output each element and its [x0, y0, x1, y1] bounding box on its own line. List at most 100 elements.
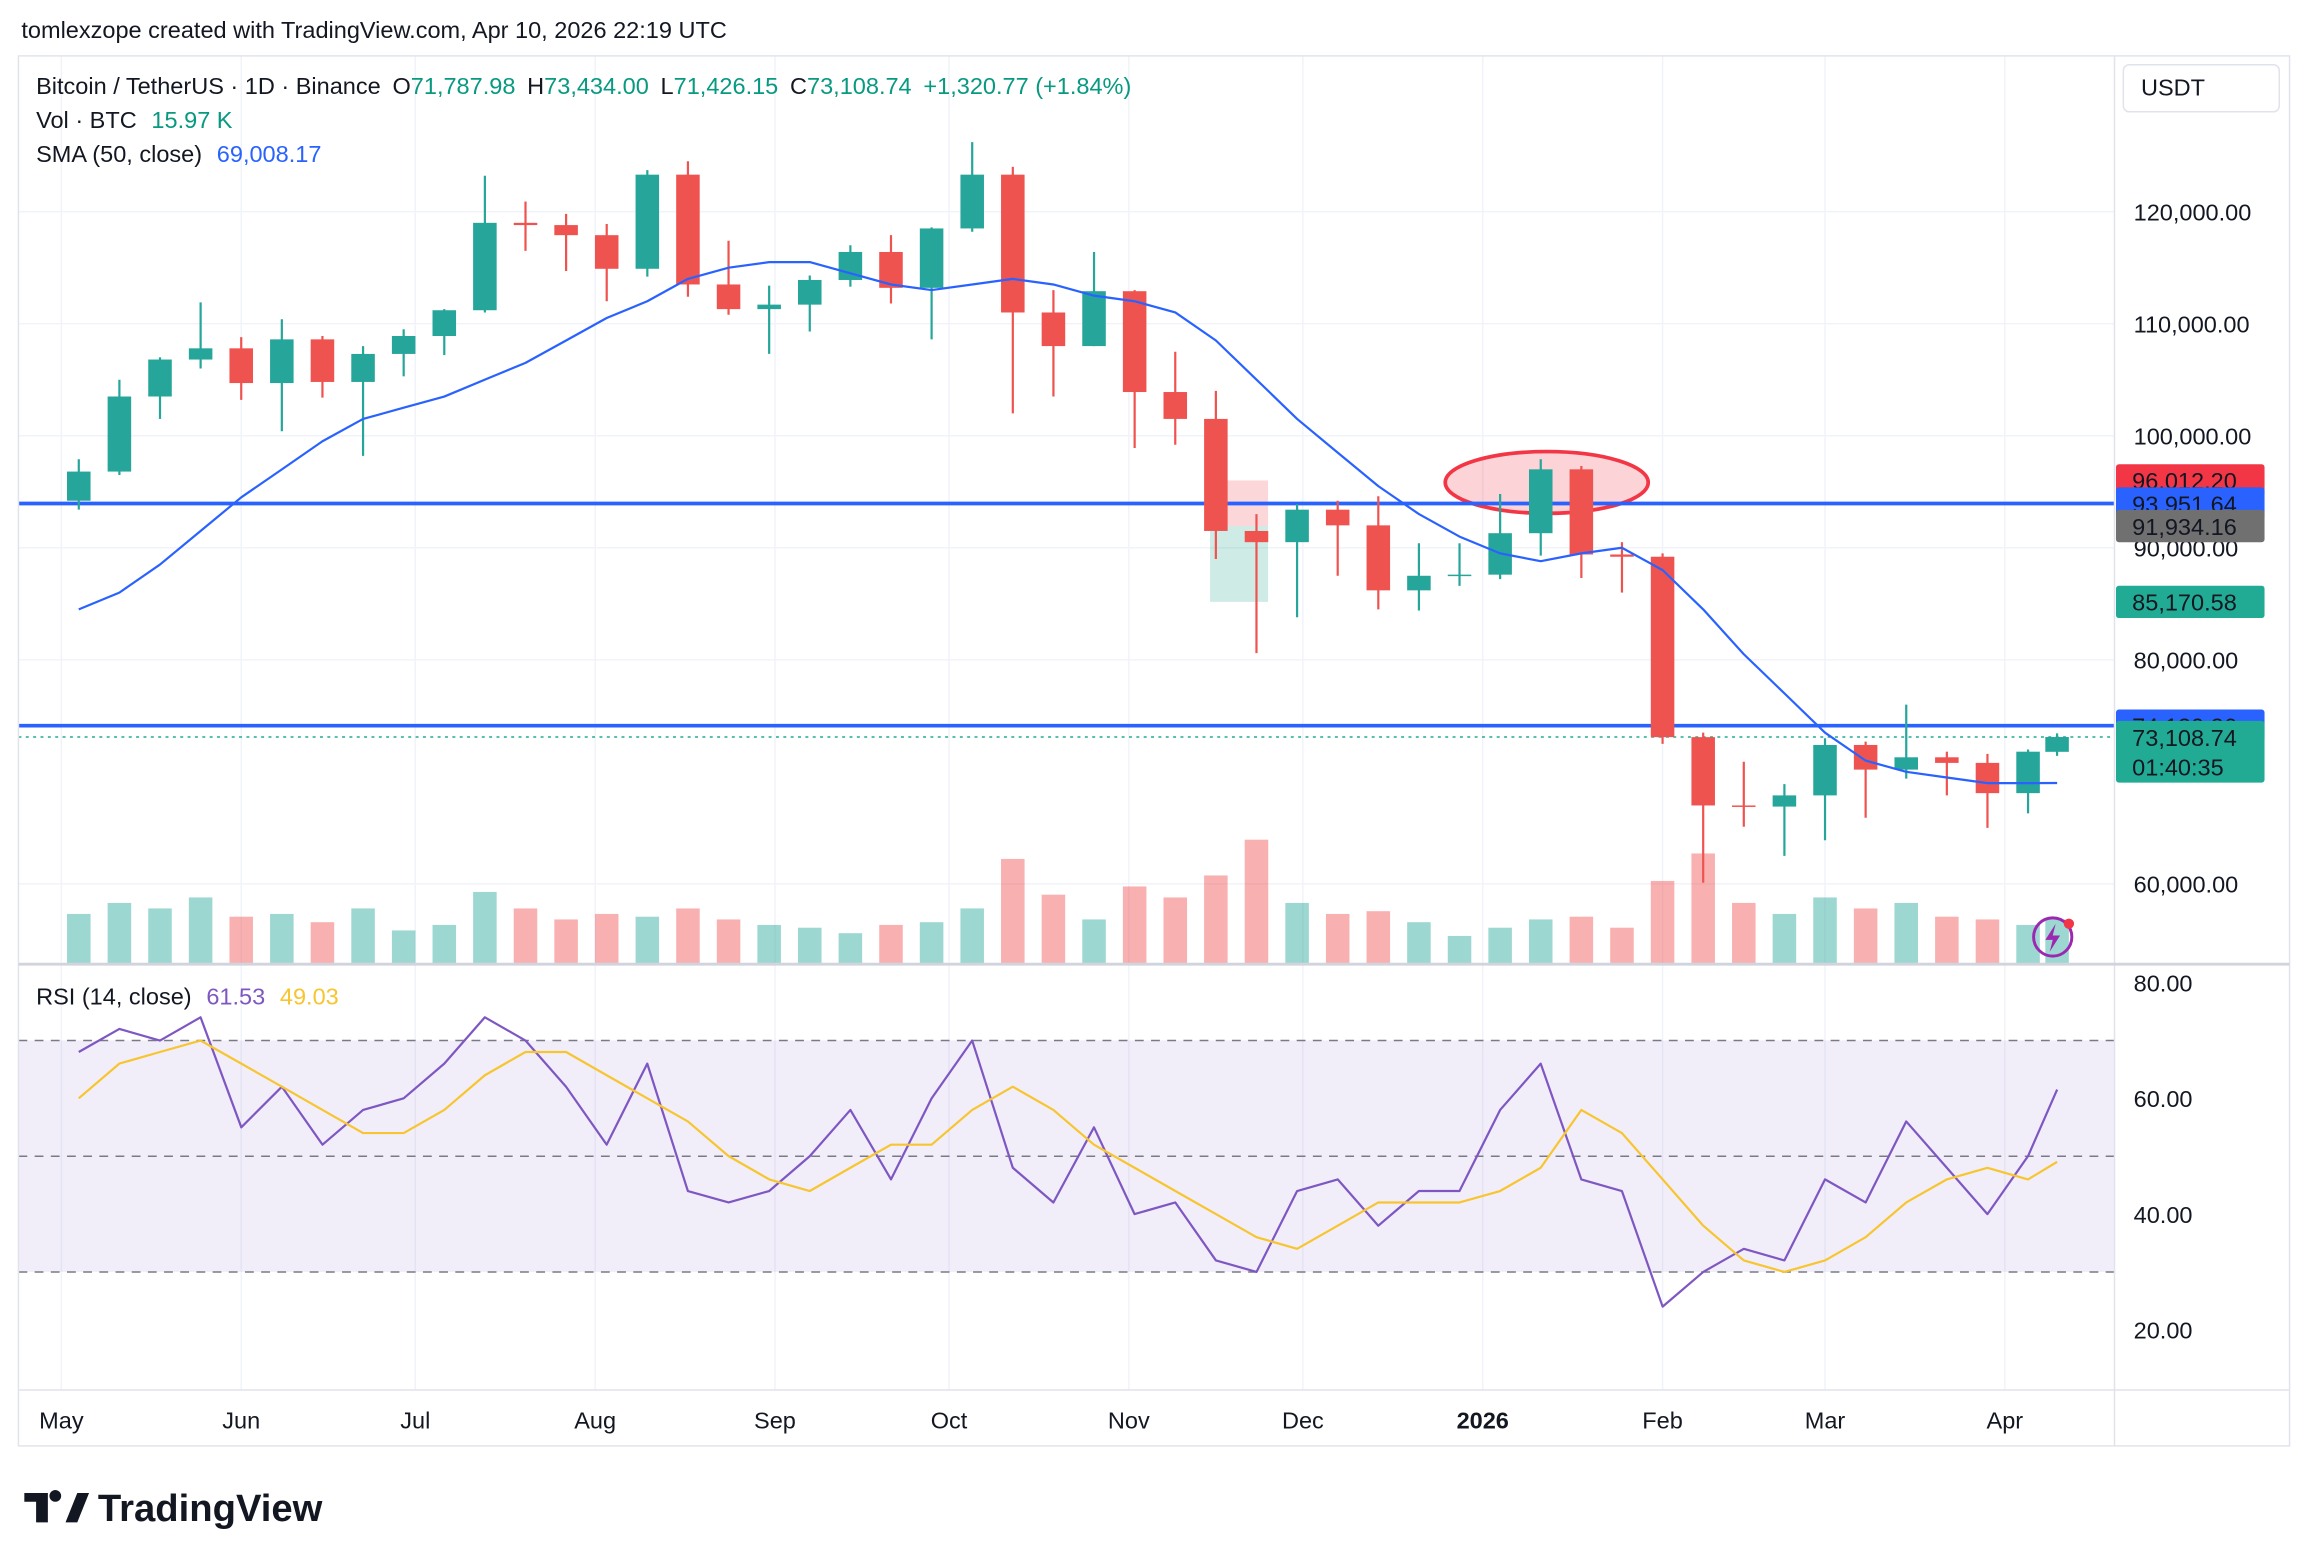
- ohlc-key: H: [527, 73, 544, 99]
- candle-body: [351, 353, 375, 382]
- y-tick-label: 40.00: [2134, 1202, 2193, 1228]
- volume-bar: [1122, 886, 1147, 964]
- candle-body: [879, 251, 903, 288]
- volume-bar: [1407, 922, 1431, 964]
- volume-bar: [1041, 894, 1066, 964]
- candle-body: [1325, 509, 1350, 526]
- grid: [18, 55, 2115, 1391]
- symbol: Bitcoin / TetherUS · 1D · Binance: [36, 73, 381, 99]
- currency[interactable]: USDT: [2141, 75, 2205, 101]
- candle-body: [797, 279, 822, 305]
- volume-bar: [919, 922, 944, 964]
- volume-bar: [716, 919, 741, 964]
- ohlc-key: O: [392, 73, 410, 99]
- volume-bar: [1244, 839, 1269, 964]
- candle-body: [1528, 469, 1553, 534]
- currency-button[interactable]: [2122, 63, 2280, 113]
- candle-body: [1082, 291, 1106, 347]
- candle-body: [1163, 392, 1188, 419]
- volume-bar: [554, 919, 578, 964]
- y-tick-label: 20.00: [2134, 1318, 2193, 1344]
- candle-body: [1569, 469, 1594, 555]
- candle-body: [1407, 575, 1431, 591]
- volume-bar: [1894, 902, 1919, 964]
- volume-bar: [229, 916, 253, 964]
- volume-bar: [594, 913, 619, 964]
- rsi-pane: [18, 1016, 2115, 1308]
- volume-bar: [1488, 927, 1512, 964]
- candle-body: [2016, 751, 2040, 794]
- sma-line: [78, 261, 2058, 785]
- volume-bar: [1610, 927, 1634, 964]
- candle-body: [757, 304, 781, 310]
- ohlc-key: L: [661, 73, 674, 99]
- candle-body: [2045, 737, 2069, 752]
- candle-body: [1691, 737, 1715, 806]
- volume-bar: [1285, 902, 1309, 964]
- rsi-title: RSI (14, close): [36, 984, 192, 1010]
- price-axis: 120,000.00110,000.00100,000.0090,000.008…: [2115, 199, 2265, 1344]
- rsi-ma-line: [78, 1039, 2058, 1274]
- y-tick-label: 120,000.00: [2134, 199, 2252, 225]
- change: +1,320.77 (+1.84%): [923, 73, 1131, 99]
- candle-body: [67, 471, 91, 501]
- volume-bar: [757, 924, 781, 964]
- candle-body: [838, 251, 863, 280]
- price-badge: [2115, 509, 2265, 543]
- alert-icon[interactable]: [2032, 916, 2075, 958]
- volume-pane: [67, 839, 2069, 964]
- candle-body: [148, 359, 172, 397]
- candle-body: [1447, 574, 1472, 577]
- x-tick-label: 2026: [1457, 1407, 1509, 1433]
- volume-bar: [879, 924, 903, 964]
- volume-bar: [310, 922, 335, 964]
- volume-bar: [188, 897, 213, 964]
- volume-bar: [432, 924, 457, 964]
- volume-bar: [473, 891, 497, 964]
- price-pane: [18, 142, 2115, 883]
- icon-ring[interactable]: [2032, 916, 2074, 958]
- logo-mark: [24, 1490, 90, 1523]
- candle-body: [473, 222, 497, 311]
- x-tick-label: Dec: [1282, 1407, 1324, 1433]
- volume-bar: [1772, 913, 1797, 964]
- volume-bar: [1204, 875, 1228, 964]
- candle-body: [513, 222, 538, 226]
- rsi-line: [78, 1016, 2059, 1308]
- ohlc-value: 71,426.15: [674, 73, 779, 99]
- volume-bar: [1813, 897, 1837, 964]
- y-tick-label: 60,000.00: [2134, 872, 2239, 898]
- y-tick-label: 110,000.00: [2134, 312, 2250, 338]
- volume-bar: [1163, 897, 1188, 964]
- sma-value: 69,008.17: [217, 141, 322, 167]
- x-tick-label: Oct: [931, 1407, 968, 1433]
- ohlc-value: 71,787.98: [411, 73, 516, 99]
- volume-bar: [1853, 908, 1878, 964]
- frame: [17, 55, 2291, 1447]
- candle-body: [919, 228, 944, 288]
- candle-body: [1732, 805, 1756, 807]
- candle-body: [635, 174, 660, 269]
- price-badge-label: 85,170.58: [2132, 590, 2237, 616]
- x-tick-label: Aug: [574, 1407, 616, 1433]
- candle-body: [1244, 530, 1269, 543]
- logo-text: TradingView: [98, 1487, 323, 1530]
- volume-bar: [513, 908, 538, 964]
- candle-body: [1975, 762, 2000, 794]
- sma-legend: SMA (50, close) 69,008.17: [36, 141, 321, 167]
- icon-dot[interactable]: [2063, 918, 2075, 929]
- symbol-legend: Bitcoin / TetherUS · 1D · Binance O71,787…: [36, 73, 1131, 99]
- volume-bar: [635, 916, 660, 964]
- candle-body: [554, 225, 578, 236]
- candle-body: [1610, 554, 1634, 557]
- price-badge: [2115, 585, 2265, 619]
- icon-bolt[interactable]: [2045, 923, 2061, 952]
- candle-body: [1650, 556, 1675, 738]
- countdown: 01:40:35: [2132, 754, 2224, 780]
- candle-body: [1772, 795, 1797, 807]
- volume-bar: [1650, 880, 1675, 964]
- candle-body: [676, 174, 700, 285]
- x-tick-label: Jul: [400, 1407, 430, 1433]
